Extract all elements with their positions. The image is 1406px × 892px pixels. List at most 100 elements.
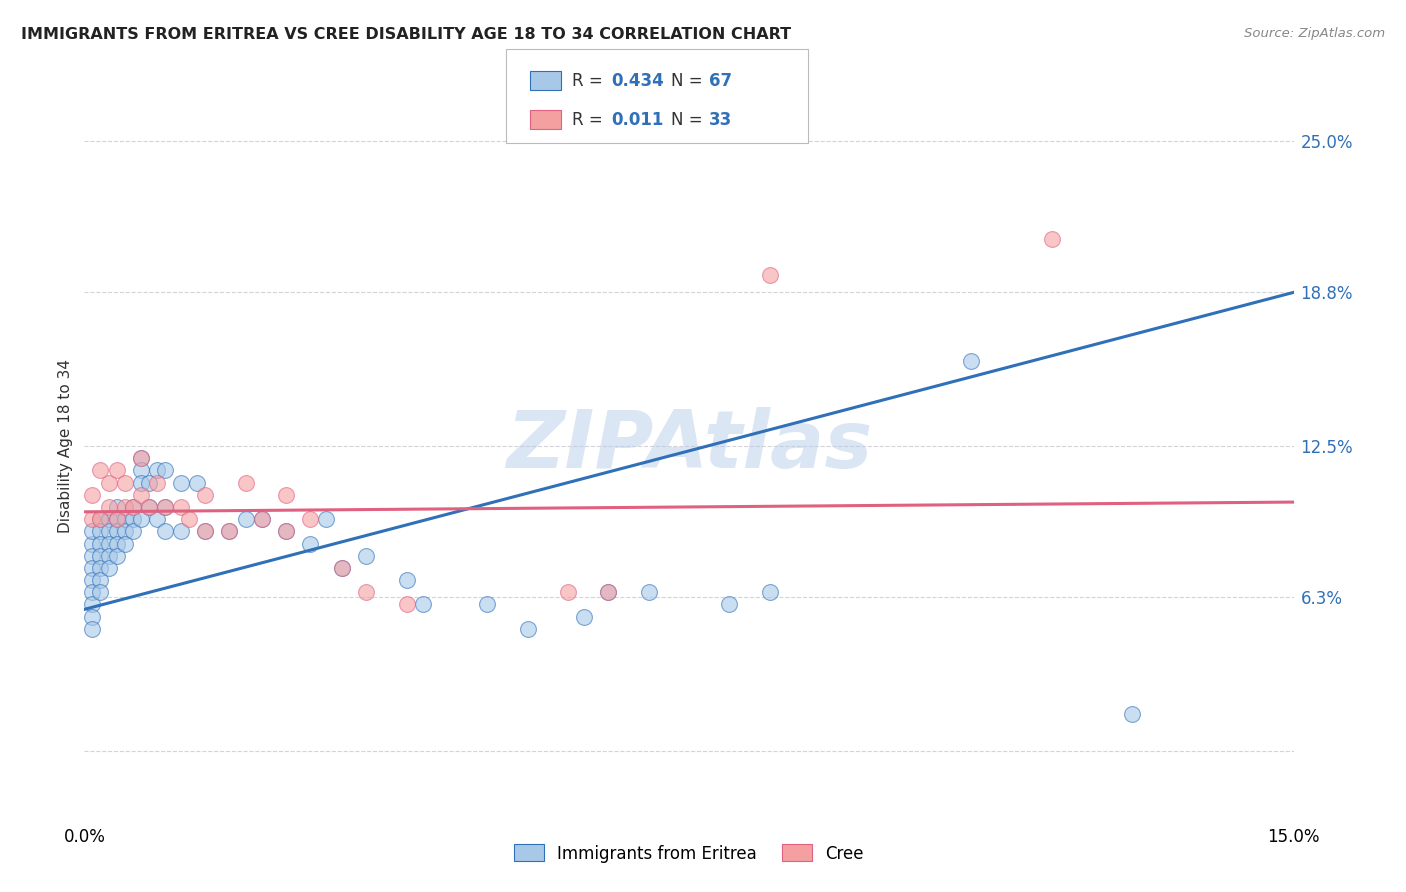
Cree: [89, 463, 111, 477]
Immigrants from Eritrea: [97, 512, 120, 526]
Immigrants from Eritrea: [82, 609, 104, 624]
Cree: [250, 512, 273, 526]
Immigrants from Eritrea: [356, 549, 378, 563]
Cree: [330, 561, 353, 575]
Cree: [97, 475, 120, 490]
Text: 0.011: 0.011: [612, 111, 664, 128]
Immigrants from Eritrea: [129, 463, 152, 477]
Immigrants from Eritrea: [89, 573, 111, 587]
Text: N =: N =: [671, 111, 707, 128]
Text: IMMIGRANTS FROM ERITREA VS CREE DISABILITY AGE 18 TO 34 CORRELATION CHART: IMMIGRANTS FROM ERITREA VS CREE DISABILI…: [21, 27, 792, 42]
Immigrants from Eritrea: [299, 536, 322, 550]
Cree: [758, 268, 780, 283]
Cree: [114, 475, 136, 490]
Immigrants from Eritrea: [129, 512, 152, 526]
Immigrants from Eritrea: [97, 549, 120, 563]
Cree: [299, 512, 322, 526]
Immigrants from Eritrea: [82, 536, 104, 550]
Immigrants from Eritrea: [121, 500, 143, 514]
Immigrants from Eritrea: [412, 598, 434, 612]
Cree: [129, 451, 152, 466]
Cree: [138, 500, 160, 514]
Immigrants from Eritrea: [315, 512, 337, 526]
Text: Source: ZipAtlas.com: Source: ZipAtlas.com: [1244, 27, 1385, 40]
Immigrants from Eritrea: [89, 585, 111, 599]
Cree: [121, 500, 143, 514]
Immigrants from Eritrea: [153, 524, 176, 539]
Immigrants from Eritrea: [637, 585, 659, 599]
Text: N =: N =: [671, 71, 707, 89]
Immigrants from Eritrea: [138, 500, 160, 514]
Cree: [356, 585, 378, 599]
Immigrants from Eritrea: [114, 512, 136, 526]
Cree: [557, 585, 579, 599]
Cree: [1040, 232, 1063, 246]
Immigrants from Eritrea: [97, 524, 120, 539]
Text: 0.434: 0.434: [612, 71, 665, 89]
Immigrants from Eritrea: [105, 549, 128, 563]
Immigrants from Eritrea: [82, 598, 104, 612]
Immigrants from Eritrea: [1121, 707, 1143, 722]
Immigrants from Eritrea: [153, 500, 176, 514]
Immigrants from Eritrea: [330, 561, 353, 575]
Cree: [235, 475, 257, 490]
Immigrants from Eritrea: [235, 512, 257, 526]
Cree: [170, 500, 193, 514]
Immigrants from Eritrea: [146, 463, 169, 477]
Immigrants from Eritrea: [89, 561, 111, 575]
Text: ZIPAtlas: ZIPAtlas: [506, 407, 872, 485]
Immigrants from Eritrea: [250, 512, 273, 526]
Immigrants from Eritrea: [82, 524, 104, 539]
Cree: [129, 488, 152, 502]
Immigrants from Eritrea: [89, 549, 111, 563]
Text: 33: 33: [709, 111, 733, 128]
Immigrants from Eritrea: [89, 536, 111, 550]
Cree: [194, 524, 217, 539]
Cree: [395, 598, 418, 612]
Immigrants from Eritrea: [89, 524, 111, 539]
Immigrants from Eritrea: [186, 475, 208, 490]
Immigrants from Eritrea: [146, 512, 169, 526]
Cree: [89, 512, 111, 526]
Immigrants from Eritrea: [572, 609, 595, 624]
Cree: [82, 512, 104, 526]
Immigrants from Eritrea: [82, 561, 104, 575]
Text: R =: R =: [572, 111, 613, 128]
Immigrants from Eritrea: [82, 549, 104, 563]
Immigrants from Eritrea: [105, 512, 128, 526]
Immigrants from Eritrea: [82, 585, 104, 599]
Immigrants from Eritrea: [82, 622, 104, 636]
Immigrants from Eritrea: [105, 536, 128, 550]
Immigrants from Eritrea: [274, 524, 297, 539]
Text: 67: 67: [709, 71, 731, 89]
Immigrants from Eritrea: [194, 524, 217, 539]
Cree: [114, 500, 136, 514]
Y-axis label: Disability Age 18 to 34: Disability Age 18 to 34: [58, 359, 73, 533]
Cree: [82, 488, 104, 502]
Immigrants from Eritrea: [114, 524, 136, 539]
Immigrants from Eritrea: [82, 573, 104, 587]
Cree: [97, 500, 120, 514]
Immigrants from Eritrea: [477, 598, 499, 612]
Cree: [146, 475, 169, 490]
Immigrants from Eritrea: [960, 353, 983, 368]
Cree: [105, 512, 128, 526]
Immigrants from Eritrea: [598, 585, 620, 599]
Immigrants from Eritrea: [97, 561, 120, 575]
Cree: [598, 585, 620, 599]
Immigrants from Eritrea: [129, 475, 152, 490]
Immigrants from Eritrea: [718, 598, 741, 612]
Immigrants from Eritrea: [758, 585, 780, 599]
Immigrants from Eritrea: [170, 524, 193, 539]
Immigrants from Eritrea: [105, 500, 128, 514]
Immigrants from Eritrea: [97, 536, 120, 550]
Cree: [194, 488, 217, 502]
Cree: [274, 488, 297, 502]
Legend: Immigrants from Eritrea, Cree: Immigrants from Eritrea, Cree: [508, 838, 870, 869]
Immigrants from Eritrea: [105, 524, 128, 539]
Immigrants from Eritrea: [129, 451, 152, 466]
Immigrants from Eritrea: [516, 622, 538, 636]
Text: R =: R =: [572, 71, 609, 89]
Cree: [105, 463, 128, 477]
Cree: [274, 524, 297, 539]
